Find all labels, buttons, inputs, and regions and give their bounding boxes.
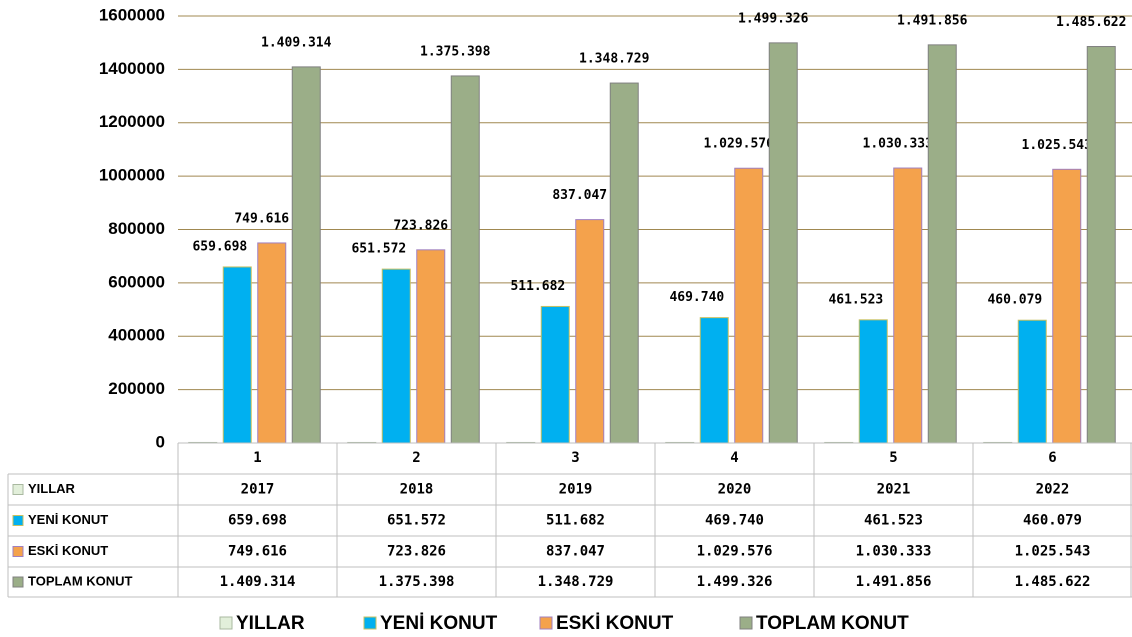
row-header: ESKİ KONUT — [28, 543, 108, 558]
data-label: 723.826 — [393, 218, 448, 233]
legend-key — [219, 616, 233, 630]
x-tick-label: 4 — [730, 450, 738, 466]
data-label: 461.523 — [828, 292, 883, 307]
table-cell: 837.047 — [546, 544, 605, 560]
legend-label: YILLAR — [236, 613, 305, 634]
table-cell: 723.826 — [387, 544, 446, 560]
x-tick-label: 5 — [889, 450, 897, 466]
legend-key — [12, 576, 24, 588]
legend-key — [12, 484, 24, 495]
data-label: 1.030.333 — [863, 137, 933, 152]
row-header: YENİ KONUT — [28, 512, 108, 527]
y-tick-label: 200000 — [108, 379, 165, 398]
bar — [222, 266, 252, 444]
table-cell: 1.499.326 — [697, 574, 773, 590]
legend-key — [12, 515, 24, 526]
y-tick-label: 800000 — [108, 219, 165, 238]
data-label: 659.698 — [192, 239, 247, 254]
data-label: 469.740 — [669, 290, 724, 305]
bar — [450, 75, 480, 444]
data-label: 651.572 — [351, 242, 406, 257]
table-cell: 1.375.398 — [379, 574, 455, 590]
table-cell: 2022 — [1036, 482, 1070, 498]
bar — [257, 242, 287, 444]
table-cell: 2017 — [241, 482, 275, 498]
table-cell: 1.491.856 — [856, 574, 932, 590]
data-label: 1.499.326 — [738, 11, 809, 26]
table-cell: 469.740 — [705, 513, 764, 529]
row-header: YILLAR — [28, 481, 76, 496]
bar — [609, 82, 639, 444]
table-cell: 2018 — [400, 482, 434, 498]
row-header: TOPLAM KONUT — [28, 573, 133, 588]
x-tick-label: 6 — [1048, 450, 1056, 466]
bar — [1086, 46, 1116, 444]
legend-key — [12, 546, 24, 557]
legend-label: TOPLAM KONUT — [756, 613, 909, 634]
table-cell: 511.682 — [546, 513, 605, 529]
bar — [381, 268, 411, 444]
y-tick-label: 600000 — [108, 272, 165, 291]
table-cell: 460.079 — [1023, 513, 1082, 529]
table-cell: 2020 — [718, 482, 752, 498]
bar — [768, 42, 798, 444]
legend-key — [739, 616, 753, 630]
data-label: 1.025.543 — [1022, 138, 1092, 153]
bar — [1017, 319, 1047, 444]
x-tick-label: 1 — [253, 450, 261, 466]
y-tick-label: 1600000 — [99, 5, 165, 24]
data-label: 1.375.398 — [420, 44, 491, 59]
table-cell: 1.025.543 — [1015, 544, 1091, 560]
legend-label: YENİ KONUT — [380, 613, 498, 634]
y-tick-label: 1000000 — [99, 166, 165, 185]
bar — [893, 167, 923, 444]
bar — [575, 219, 605, 444]
y-tick-label: 1400000 — [99, 59, 165, 78]
table-cell: 2021 — [877, 482, 911, 498]
table-cell: 749.616 — [228, 544, 287, 560]
table-cell: 659.698 — [228, 513, 287, 529]
legend-label: ESKİ KONUT — [556, 613, 674, 634]
data-label: 1.029.576 — [704, 137, 775, 152]
bar — [291, 66, 321, 444]
table-cell: 1.485.622 — [1015, 574, 1091, 590]
data-label: 460.079 — [987, 293, 1042, 308]
y-tick-label: 400000 — [108, 326, 165, 345]
legend-key — [539, 616, 553, 630]
data-label: 511.682 — [510, 279, 565, 294]
bar — [416, 249, 446, 444]
table-cell: 2019 — [559, 482, 593, 498]
x-tick-label: 2 — [412, 450, 420, 466]
table-cell: 1.348.729 — [538, 574, 614, 590]
bar — [927, 44, 957, 444]
data-label: 837.047 — [552, 188, 607, 203]
y-tick-label: 1200000 — [99, 112, 165, 131]
data-label: 1.491.856 — [897, 13, 968, 28]
y-tick-label: 0 — [156, 432, 165, 451]
x-tick-label: 3 — [571, 450, 579, 466]
table-cell: 651.572 — [387, 513, 446, 529]
table-cell: 1.409.314 — [220, 574, 296, 590]
legend-key — [363, 616, 377, 630]
data-label: 1.348.729 — [579, 52, 649, 67]
table-cell: 1.029.576 — [697, 544, 773, 560]
data-label: 1.485.622 — [1056, 15, 1126, 30]
bar — [734, 167, 764, 444]
table-cell: 461.523 — [864, 513, 923, 529]
bar — [858, 319, 888, 444]
bar — [1052, 168, 1082, 444]
data-label: 749.616 — [234, 211, 289, 226]
data-label: 1.409.314 — [261, 35, 332, 50]
bar — [699, 317, 729, 444]
table-cell: 1.030.333 — [856, 544, 932, 560]
bar — [540, 305, 570, 444]
